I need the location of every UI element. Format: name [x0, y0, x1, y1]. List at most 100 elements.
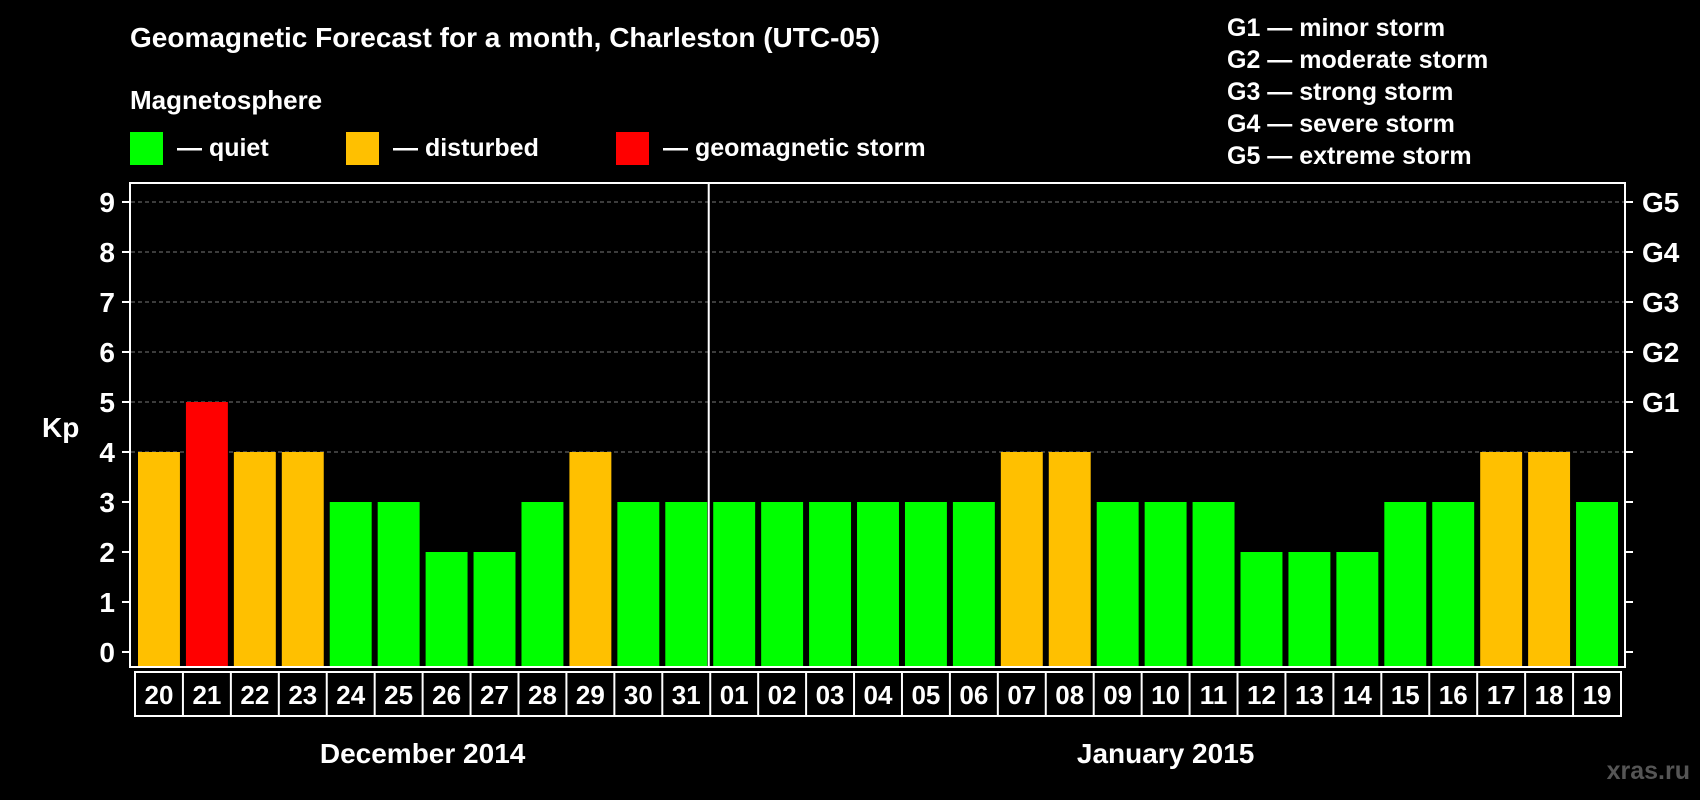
y-tick-label: 1	[99, 587, 115, 618]
day-label: 01	[720, 680, 749, 710]
day-label: 26	[432, 680, 461, 710]
day-label: 02	[768, 680, 797, 710]
g-scale-label: G1	[1642, 387, 1679, 418]
month-label: December 2014	[320, 738, 526, 769]
y-tick-label: 8	[99, 237, 115, 268]
kp-bar	[569, 452, 612, 666]
day-label: 19	[1583, 680, 1612, 710]
kp-bar	[1000, 452, 1043, 666]
legend-disturbed-label: — disturbed	[393, 134, 539, 162]
y-tick-label: 0	[99, 637, 115, 668]
y-tick-label: 9	[99, 187, 115, 218]
legend-heading: Magnetosphere	[130, 85, 323, 115]
legend-quiet-label: — quiet	[177, 134, 269, 162]
kp-bar	[665, 502, 708, 666]
kp-bar	[1288, 552, 1331, 666]
day-label: 29	[576, 680, 605, 710]
y-tick-label: 3	[99, 487, 115, 518]
plot-frame	[129, 182, 1626, 668]
disturbed-swatch	[346, 132, 379, 165]
day-label: 24	[336, 680, 365, 710]
kp-bar	[425, 552, 468, 666]
y-tick-label: 2	[99, 537, 115, 568]
kp-bar	[617, 502, 660, 666]
kp-bar	[377, 502, 420, 666]
y-tick-label: 6	[99, 337, 115, 368]
day-label: 04	[864, 680, 893, 710]
g-scale-label: G5	[1642, 187, 1679, 218]
day-label: 12	[1247, 680, 1276, 710]
kp-bar	[761, 502, 804, 666]
kp-bar	[521, 502, 564, 666]
kp-bar	[713, 502, 756, 666]
g2-legend: G2 — moderate storm	[1227, 46, 1489, 74]
kp-bar	[1096, 502, 1139, 666]
kp-bar	[185, 402, 228, 666]
kp-bar	[1048, 452, 1091, 666]
g3-legend: G3 — strong storm	[1227, 78, 1454, 106]
storm-scale-legend: G1 — minor storm G2 — moderate storm G3 …	[1227, 12, 1488, 172]
kp-bar	[1336, 552, 1379, 666]
day-label: 31	[672, 680, 701, 710]
y-tick-label: 7	[99, 287, 115, 318]
kp-bar	[138, 452, 180, 666]
y-tick-label: 5	[99, 387, 115, 418]
legend-storm: — geomagnetic storm	[616, 132, 926, 165]
site-credit: xras.ru	[1606, 757, 1690, 785]
y-axis-label: Kp	[42, 412, 79, 443]
g-scale-label: G3	[1642, 287, 1679, 318]
day-label: 13	[1295, 680, 1324, 710]
kp-bar	[1192, 502, 1235, 666]
kp-bar	[1144, 502, 1187, 666]
kp-bar	[952, 502, 995, 666]
kp-bar	[473, 552, 516, 666]
day-label: 07	[1007, 680, 1036, 710]
day-label: 23	[288, 680, 317, 710]
day-label: 14	[1343, 680, 1372, 710]
month-label: January 2015	[1077, 738, 1254, 769]
chart-title: Geomagnetic Forecast for a month, Charle…	[130, 22, 880, 53]
storm-swatch	[616, 132, 649, 165]
day-label: 27	[480, 680, 509, 710]
g-scale-label: G4	[1642, 237, 1680, 268]
day-label: 25	[384, 680, 413, 710]
day-label: 16	[1439, 680, 1468, 710]
kp-bar	[1480, 452, 1523, 666]
kp-bar	[904, 502, 947, 666]
kp-bar	[281, 452, 324, 666]
day-label-strip	[134, 671, 1622, 717]
day-label: 11	[1200, 680, 1228, 710]
legend-disturbed: — disturbed	[346, 132, 539, 165]
day-label: 22	[240, 680, 269, 710]
kp-bar	[1528, 452, 1571, 666]
y-tick-label: 4	[99, 437, 115, 468]
day-label: 06	[959, 680, 988, 710]
kp-bar	[233, 452, 276, 666]
day-label: 10	[1151, 680, 1180, 710]
legend-storm-label: — geomagnetic storm	[663, 134, 926, 162]
g-scale-label: G2	[1642, 337, 1679, 368]
legend-quiet: — quiet	[130, 132, 269, 165]
kp-bar	[329, 502, 372, 666]
kp-bar	[1576, 502, 1618, 666]
g5-legend: G5 — extreme storm	[1227, 142, 1472, 170]
day-label: 17	[1487, 680, 1516, 710]
kp-bar	[1384, 502, 1427, 666]
day-label: 21	[192, 680, 221, 710]
kp-bar	[809, 502, 852, 666]
kp-bar	[857, 502, 899, 666]
day-label: 05	[911, 680, 940, 710]
kp-bar	[1240, 552, 1283, 666]
g4-legend: G4 — severe storm	[1227, 110, 1455, 138]
kp-bar	[1432, 502, 1475, 666]
quiet-swatch	[130, 132, 163, 165]
day-label: 20	[145, 680, 174, 710]
day-label: 09	[1103, 680, 1132, 710]
day-label: 15	[1391, 680, 1420, 710]
day-label: 08	[1055, 680, 1084, 710]
g1-legend: G1 — minor storm	[1227, 14, 1446, 42]
day-label: 28	[528, 680, 557, 710]
day-label: 30	[624, 680, 653, 710]
day-label: 18	[1535, 680, 1564, 710]
